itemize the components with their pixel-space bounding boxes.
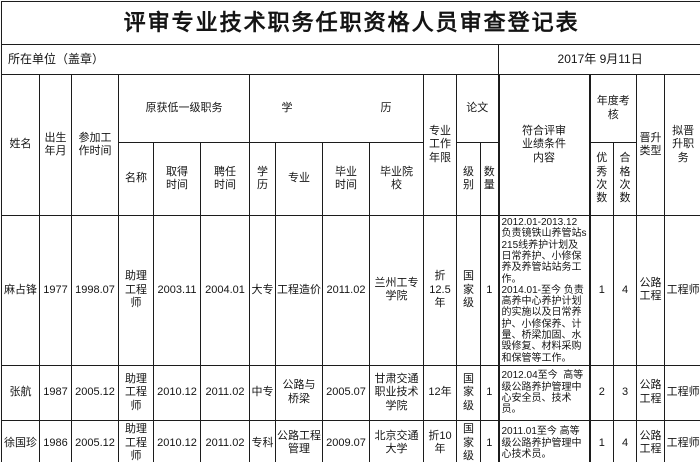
title-row: 评审专业技术职务任职资格人员审查登记表	[0, 1, 700, 45]
col-header-paper-group: 论文	[456, 73, 499, 144]
table-row: 张航 1987 2005.12 助理 工程 师 2010.12 2011.02 …	[1, 364, 700, 421]
form-date: 2017年 9月11日	[497, 44, 700, 75]
cell-name: 张航	[1, 364, 40, 421]
cell-target-title: 工程师	[663, 215, 700, 366]
cell-promo-type: 公路 工程	[636, 419, 665, 462]
cell-obtain-date: 2010.12	[153, 419, 201, 462]
cell-excellent-count: 2	[589, 364, 614, 421]
cell-prev-title: 助理 工程 师	[118, 215, 154, 366]
col-header-promo-type: 晋升 类型	[636, 73, 665, 217]
cell-grad-date: 2009.07	[322, 419, 370, 462]
cell-hire-date: 2011.02	[200, 364, 250, 421]
cell-birth-year: 1977	[39, 215, 72, 366]
col-header-edu-group: 学 历	[249, 73, 424, 144]
cell-performance: 2012.01-2013.12 负责镜铁山养管站s215线养护计划及日常养护、小…	[497, 215, 591, 366]
col-header-obtained: 取得 时间	[153, 142, 201, 217]
col-header-excellent-count: 优 秀 次 数	[589, 142, 614, 217]
table-row: 麻占锋 1977 1998.07 助理 工程 师 2003.11 2004.01…	[1, 215, 700, 366]
cell-paper-count: 1	[480, 215, 499, 366]
col-header-qualified-count: 合 格 次 数	[613, 142, 637, 217]
cell-obtain-date: 2003.11	[153, 215, 201, 366]
cell-work-start: 2005.12	[71, 419, 119, 462]
header-row-groups: 姓名 出生 年月 参加工 作时间 原获低一级职务 学 历 专业 工作 年限 论文…	[1, 73, 700, 217]
cell-paper-level: 国 家 级	[456, 215, 481, 366]
cell-edu-level: 中专	[249, 364, 276, 421]
cell-obtain-date: 2010.12	[153, 364, 201, 421]
cell-target-title: 工程师	[663, 419, 700, 462]
col-header-edu-level: 学 历	[249, 142, 276, 217]
cell-qualified-count: 3	[613, 364, 637, 421]
cell-birth-year: 1987	[39, 364, 72, 421]
col-header-target-title: 拟晋 升职 务	[663, 73, 700, 217]
cell-work-start: 2005.12	[71, 364, 119, 421]
cell-school: 北京交通 大学	[369, 419, 424, 462]
cell-edu-level: 大专	[249, 215, 276, 366]
cell-major: 工程造价	[275, 215, 323, 366]
form-title: 评审专业技术职务任职资格人员审查登记表	[0, 1, 700, 45]
edu-group-char-right: 历	[380, 101, 392, 114]
cell-school: 兰州工专 学院	[369, 215, 424, 366]
col-header-prev-title: 名称	[118, 142, 154, 217]
cell-name: 麻占锋	[1, 215, 40, 366]
cell-promo-type: 公路 工程	[636, 215, 665, 366]
edu-group-label: 学 历	[251, 102, 422, 115]
cell-work-years: 12年	[423, 364, 457, 421]
cell-work-years: 折 12.5 年	[423, 215, 457, 366]
cell-performance: 2012.04至今 高等级公路养护管理中心安全员、技术员。	[497, 364, 591, 421]
col-header-work-years: 专业 工作 年限	[423, 73, 457, 217]
cell-hire-date: 2011.02	[200, 419, 250, 462]
cell-target-title: 工程师	[663, 364, 700, 421]
cell-promo-type: 公路 工程	[636, 364, 665, 421]
cell-paper-level: 国 家 级	[456, 364, 481, 421]
cell-paper-level: 国 家 级	[456, 419, 481, 462]
cell-excellent-count: 1	[589, 419, 614, 462]
cell-major: 公路与 桥梁	[275, 364, 323, 421]
table-row: 徐国珍 1986 2005.12 助理 工程 师 2010.12 2011.02…	[1, 419, 700, 462]
cell-prev-title: 助理 工程 师	[118, 419, 154, 462]
cell-grad-date: 2011.02	[322, 215, 370, 366]
cell-excellent-count: 1	[589, 215, 614, 366]
cell-paper-count: 1	[480, 364, 499, 421]
col-header-joined: 参加工 作时间	[71, 73, 119, 217]
col-header-major: 专业	[275, 142, 323, 217]
header-row-sub: 名称 取得 时间 聘任 时间 学 历 专业 毕业 时间 毕业院 校 级 别 数 …	[2, 142, 700, 217]
cell-qualified-count: 4	[613, 419, 637, 462]
col-header-paper-level: 级 别	[456, 142, 481, 217]
cell-work-years: 折10 年	[423, 419, 457, 462]
cell-work-start: 1998.07	[71, 215, 119, 366]
unit-date-row: 所在单位（盖章） 2017年 9月11日	[1, 44, 700, 75]
cell-school: 甘肃交通 职业技术 学院	[369, 364, 424, 421]
cell-prev-title: 助理 工程 师	[118, 364, 154, 421]
cell-birth-year: 1986	[39, 419, 72, 462]
cell-grad-date: 2005.07	[322, 364, 370, 421]
col-header-paper-count: 数 量	[480, 142, 499, 217]
unit-label: 所在单位（盖章）	[1, 44, 499, 75]
cell-performance: 2011.01至今 高等级公路养护管理中心技术员。	[497, 419, 591, 462]
col-header-school: 毕业院 校	[369, 142, 424, 217]
col-header-performance: 符合评审 业绩条件 内容	[497, 73, 591, 217]
col-header-annual-group: 年度考 核	[589, 73, 637, 144]
col-header-grad-date: 毕业 时间	[322, 142, 370, 217]
cell-major: 公路工程 管理	[275, 419, 323, 462]
edu-group-char-left: 学	[281, 101, 293, 114]
col-header-birth: 出生 年月	[39, 73, 72, 217]
col-header-hired: 聘任 时间	[200, 142, 250, 217]
cell-qualified-count: 4	[613, 215, 637, 366]
col-header-name: 姓名	[1, 73, 40, 217]
cell-paper-count: 1	[480, 419, 499, 462]
cell-name: 徐国珍	[1, 419, 40, 462]
cell-edu-level: 专科	[249, 419, 276, 462]
col-header-prev-group: 原获低一级职务	[118, 73, 250, 144]
cell-hire-date: 2004.01	[200, 215, 250, 366]
